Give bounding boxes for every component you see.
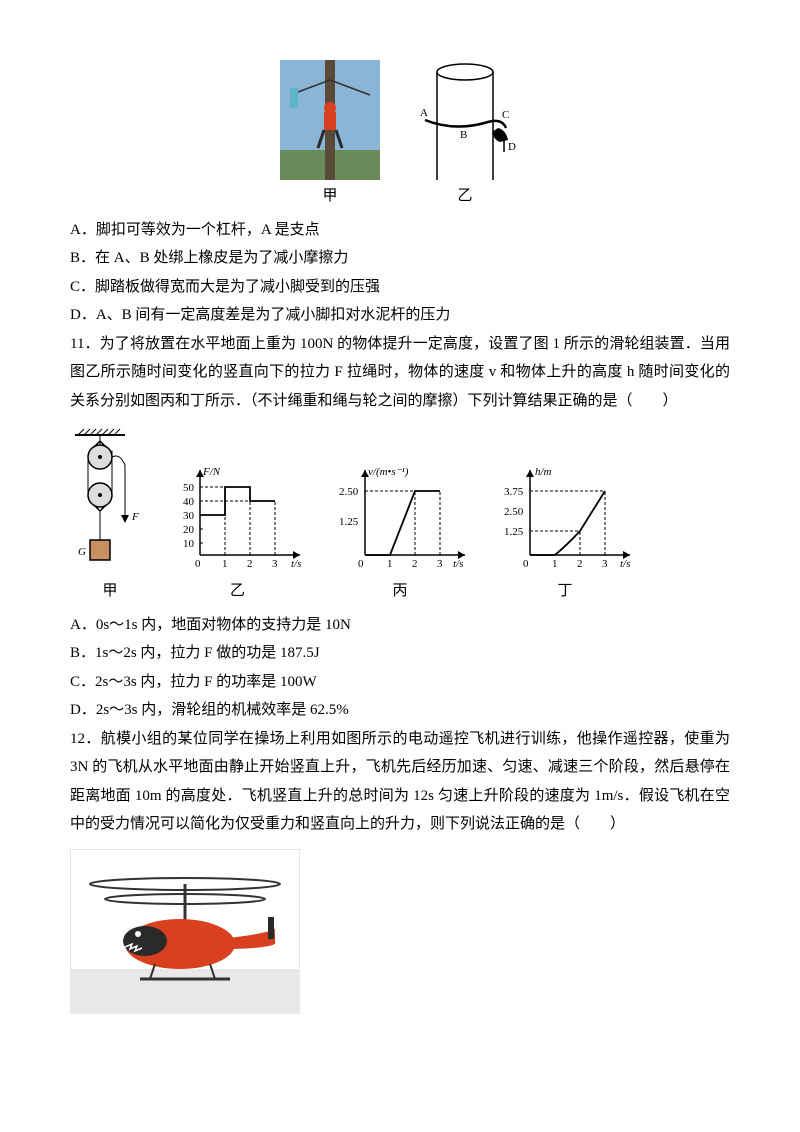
caption-q11-yi: 乙 xyxy=(230,577,245,606)
q10-option-b: B．在 A、B 处绑上橡皮是为了减小摩擦力 xyxy=(70,244,730,273)
svg-text:F: F xyxy=(131,511,139,523)
helicopter-photo xyxy=(70,849,300,1014)
svg-text:t/s: t/s xyxy=(453,558,463,570)
svg-text:t/s: t/s xyxy=(620,558,630,570)
svg-text:0: 0 xyxy=(358,558,364,570)
svg-text:3: 3 xyxy=(602,558,608,570)
figure-q11-jia: F G 甲 xyxy=(70,425,150,606)
caption-yi: 乙 xyxy=(457,182,472,211)
svg-text:1.25: 1.25 xyxy=(339,516,359,528)
svg-text:1: 1 xyxy=(222,558,228,570)
chart-ding: h/m t/s 1.25 2.50 3.75 1 2 3 0 丁 xyxy=(490,455,640,606)
svg-text:C: C xyxy=(502,109,509,121)
svg-text:2: 2 xyxy=(412,558,418,570)
svg-text:t/s: t/s xyxy=(291,558,301,570)
svg-text:3.75: 3.75 xyxy=(504,486,524,498)
q11-option-a: A．0s～1s 内，地面对物体的支持力是 10N xyxy=(70,611,730,640)
svg-text:40: 40 xyxy=(183,496,195,508)
figure-q12 xyxy=(70,849,730,1025)
caption-q11-jia: 甲 xyxy=(102,577,117,606)
svg-text:2: 2 xyxy=(577,558,583,570)
svg-text:2: 2 xyxy=(247,558,253,570)
svg-text:F/N: F/N xyxy=(202,466,221,478)
svg-text:0: 0 xyxy=(523,558,529,570)
caption-q11-ding: 丁 xyxy=(557,577,572,606)
svg-text:h/m: h/m xyxy=(535,466,552,478)
svg-text:10: 10 xyxy=(183,538,195,550)
q12-stem: 12．航模小组的某位同学在操场上利用如图所示的电动遥控飞机进行训练，他操作遥控器… xyxy=(70,725,730,839)
svg-text:1: 1 xyxy=(387,558,393,570)
figure-yi: A B C D 乙 xyxy=(410,60,520,211)
svg-text:3: 3 xyxy=(437,558,443,570)
diagram-yi: A B C D xyxy=(410,60,520,180)
svg-text:3: 3 xyxy=(272,558,278,570)
svg-text:2.50: 2.50 xyxy=(504,506,524,518)
svg-text:0: 0 xyxy=(195,558,201,570)
svg-text:1.25: 1.25 xyxy=(504,526,524,538)
q11-figures: F G 甲 F/N t/s 10 20 30 40 50 1 2 3 xyxy=(70,425,730,606)
q10-option-a: A．脚扣可等效为一个杠杆，A 是支点 xyxy=(70,216,730,245)
q10-option-d: D．A、B 间有一定高度差是为了减小脚扣对水泥杆的压力 xyxy=(70,301,730,330)
svg-text:50: 50 xyxy=(183,482,195,494)
svg-text:v/(m•s⁻¹): v/(m•s⁻¹) xyxy=(368,466,409,478)
q11-option-d: D．2s～3s 内，滑轮组的机械效率是 62.5% xyxy=(70,696,730,725)
svg-text:2.50: 2.50 xyxy=(339,486,359,498)
chart-yi: F/N t/s 10 20 30 40 50 1 2 3 0 乙 xyxy=(165,455,310,606)
svg-text:20: 20 xyxy=(183,524,195,536)
svg-text:30: 30 xyxy=(183,510,195,522)
chart-yi-svg: F/N t/s 10 20 30 40 50 1 2 3 0 xyxy=(165,455,310,575)
svg-text:G: G xyxy=(78,546,86,558)
caption-jia: 甲 xyxy=(322,182,337,211)
figure-jia-yi-row: 甲 A B C D 乙 xyxy=(70,60,730,211)
svg-text:D: D xyxy=(508,141,516,153)
chart-bing: v/(m•s⁻¹) t/s 1.25 2.50 1 2 3 0 丙 xyxy=(325,455,475,606)
svg-text:A: A xyxy=(420,107,428,119)
q10-option-c: C．脚踏板做得宽而大是为了减小脚受到的压强 xyxy=(70,273,730,302)
photo-jia xyxy=(280,60,380,180)
chart-ding-svg: h/m t/s 1.25 2.50 3.75 1 2 3 0 xyxy=(490,455,640,575)
svg-text:1: 1 xyxy=(552,558,558,570)
svg-text:B: B xyxy=(460,129,467,141)
caption-q11-bing: 丙 xyxy=(392,577,407,606)
q11-option-b: B．1s～2s 内，拉力 F 做的功是 187.5J xyxy=(70,639,730,668)
q11-option-c: C．2s～3s 内，拉力 F 的功率是 100W xyxy=(70,668,730,697)
pulley-diagram: F G xyxy=(70,425,150,575)
figure-jia: 甲 xyxy=(280,60,380,211)
q11-stem: 11．为了将放置在水平地面上重为 100N 的物体提升一定高度，设置了图 1 所… xyxy=(70,330,730,416)
chart-bing-svg: v/(m•s⁻¹) t/s 1.25 2.50 1 2 3 0 xyxy=(325,455,475,575)
